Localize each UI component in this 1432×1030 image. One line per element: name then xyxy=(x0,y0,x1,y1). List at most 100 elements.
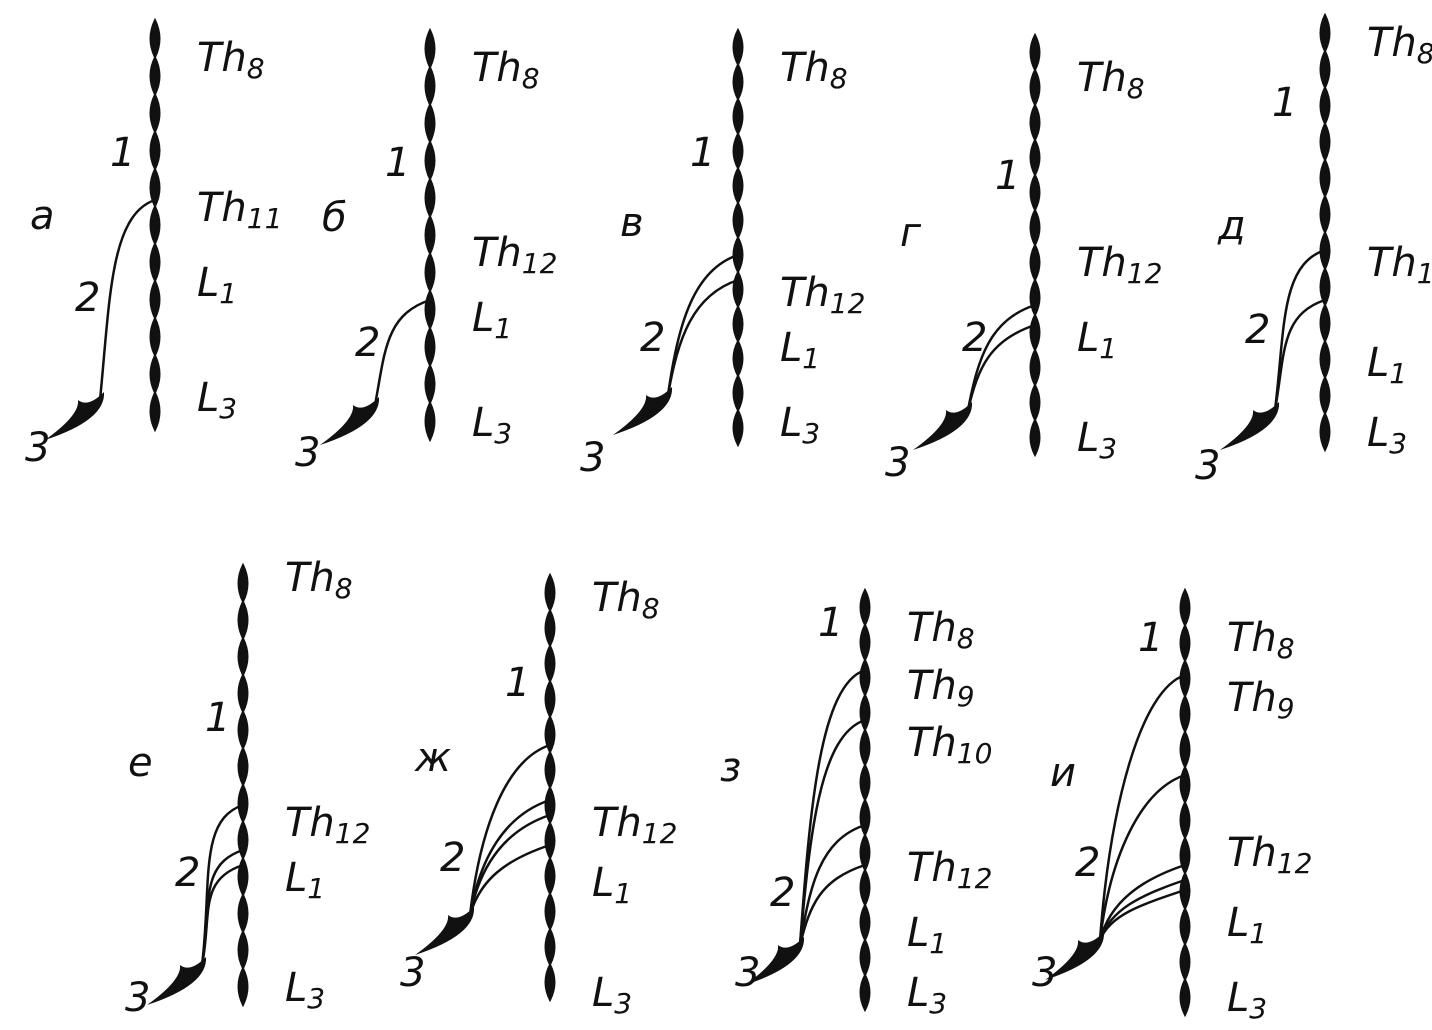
segment-sub: 8 xyxy=(642,592,660,625)
segment-base: L xyxy=(780,325,802,371)
nerve-ending xyxy=(1045,932,1105,980)
nerve-ending xyxy=(45,392,105,440)
number-mark: 2 xyxy=(75,275,100,321)
number-mark: 1 xyxy=(818,600,843,646)
number-mark: 3 xyxy=(885,440,910,486)
segment-base: L xyxy=(1077,315,1099,361)
panel-letter: з xyxy=(720,745,741,791)
nerve-branch xyxy=(666,278,739,396)
segment-base: Th xyxy=(285,555,335,601)
segment-base: L xyxy=(1367,340,1389,386)
segment-base: L xyxy=(197,375,219,421)
segment-label: L3 xyxy=(1367,410,1407,460)
number-mark: 3 xyxy=(25,425,50,471)
nerve-branch xyxy=(468,843,551,916)
segment-base: Th xyxy=(472,230,522,276)
segment-label: L3 xyxy=(780,400,820,450)
spinal-cord xyxy=(149,17,161,433)
segment-sub: 3 xyxy=(802,417,820,450)
segment-sub: 8 xyxy=(522,62,540,95)
nerve-ending xyxy=(147,957,207,1005)
segment-sub: 12 xyxy=(1127,257,1163,290)
segment-base: Th xyxy=(907,720,957,766)
segment-sub: 1 xyxy=(307,872,325,905)
number-mark: 3 xyxy=(735,950,760,996)
segment-base: L xyxy=(1077,415,1099,461)
nerve-branch xyxy=(468,743,551,916)
number-mark: 1 xyxy=(690,130,715,176)
segment-sub: 8 xyxy=(1277,632,1295,665)
segment-label: L3 xyxy=(472,400,512,450)
segment-label: Th10 xyxy=(907,720,992,770)
segment-sub: 12 xyxy=(957,862,993,895)
number-mark: 1 xyxy=(1272,80,1297,126)
segment-label: L1 xyxy=(197,260,237,310)
segment-label: L3 xyxy=(197,375,237,425)
segment-label: Th9 xyxy=(1227,675,1295,725)
segment-label: Th8 xyxy=(592,575,660,625)
number-mark: 3 xyxy=(580,435,605,481)
number-mark: 2 xyxy=(355,320,380,366)
segment-base: Th xyxy=(907,663,957,709)
segment-sub: 8 xyxy=(830,62,848,95)
segment-sub: 3 xyxy=(494,417,512,450)
number-mark: 3 xyxy=(295,430,320,476)
segment-label: L1 xyxy=(592,860,632,910)
segment-base: Th xyxy=(780,270,830,316)
segment-base: L xyxy=(472,400,494,446)
segment-sub: 3 xyxy=(1099,432,1117,465)
segment-base: Th xyxy=(907,845,957,891)
segment-sub: 1 xyxy=(929,927,947,960)
segment-label: Th12 xyxy=(472,230,557,280)
number-mark: 1 xyxy=(205,695,230,741)
nerve-branch xyxy=(1098,673,1186,941)
segment-sub: 9 xyxy=(957,680,975,713)
panel-letter: ж xyxy=(414,735,451,781)
segment-label: L1 xyxy=(1077,315,1117,365)
segment-label: Th12 xyxy=(907,845,992,895)
panel-letter: е xyxy=(128,740,153,786)
segment-label: L1 xyxy=(1367,340,1407,390)
segment-label: Th12 xyxy=(1227,830,1312,880)
segment-base: Th xyxy=(197,35,247,81)
number-mark: 3 xyxy=(1032,950,1057,996)
segment-sub: 3 xyxy=(614,987,632,1020)
segment-sub: 3 xyxy=(307,982,325,1015)
number-mark: 2 xyxy=(962,315,987,361)
segment-base: L xyxy=(780,400,802,446)
segment-label: Th8 xyxy=(1077,55,1145,105)
segment-base: Th xyxy=(592,800,642,846)
segment-sub: 1 xyxy=(1389,357,1407,390)
number-mark: 1 xyxy=(505,660,530,706)
segment-base: L xyxy=(592,970,614,1016)
segment-base: Th xyxy=(1367,240,1417,286)
segment-sub: 1 xyxy=(802,342,820,375)
segment-base: L xyxy=(1367,410,1389,456)
nerve-branch xyxy=(798,823,866,946)
panel-letter: и xyxy=(1050,750,1076,796)
number-mark: 1 xyxy=(1138,615,1163,661)
segment-label: Th8 xyxy=(1227,615,1295,665)
segment-sub: 8 xyxy=(1127,72,1145,105)
segment-base: L xyxy=(907,970,929,1016)
segment-label: Th12 xyxy=(285,800,370,850)
panel: дTh8Th12L1L3123 xyxy=(1195,12,1432,489)
segment-label: L1 xyxy=(1227,900,1267,950)
spinal-cord xyxy=(1029,32,1041,458)
nerve-branch xyxy=(200,803,244,966)
number-mark: 1 xyxy=(385,140,410,186)
segment-label: Th12 xyxy=(780,270,865,320)
segment-base: Th xyxy=(1367,20,1417,66)
nerve-branch xyxy=(98,198,156,401)
nerve-branch xyxy=(1098,773,1186,941)
segment-base: L xyxy=(197,260,219,306)
number-mark: 3 xyxy=(125,975,150,1021)
segment-base: L xyxy=(285,965,307,1011)
segment-base: Th xyxy=(1227,830,1277,876)
